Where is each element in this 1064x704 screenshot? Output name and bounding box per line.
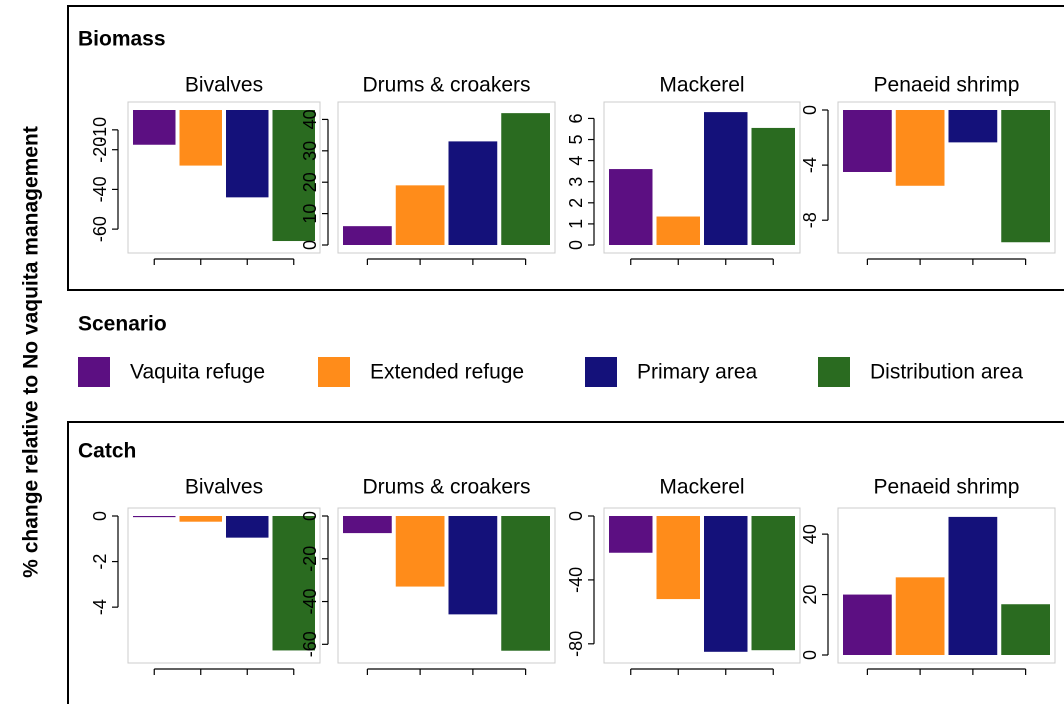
y-tick-label: 0 xyxy=(566,240,586,250)
bar xyxy=(895,577,945,655)
panel-title: Mackerel xyxy=(659,476,744,499)
y-tick-label: 5 xyxy=(566,135,586,145)
legend-label: Extended refuge xyxy=(370,361,524,384)
panel-title: Mackerel xyxy=(659,74,744,97)
bar xyxy=(448,516,498,615)
bar xyxy=(179,516,222,522)
y-tick-label: 0 xyxy=(90,511,110,521)
plot-frame xyxy=(837,507,1056,664)
bar xyxy=(895,110,945,186)
y-tick-label: -20 xyxy=(300,546,320,572)
plot-frame xyxy=(837,101,1056,254)
y-tick-label: -40 xyxy=(566,567,586,593)
y-tick-label: 0 xyxy=(800,105,820,115)
bar xyxy=(704,516,748,652)
bar xyxy=(751,516,795,651)
panel-title: Bivalves xyxy=(185,74,263,97)
y-tick-label: -8 xyxy=(800,212,820,228)
y-tick-label: 10 xyxy=(300,204,320,224)
panel-title: Drums & croakers xyxy=(362,476,530,499)
plot-frame xyxy=(337,507,556,664)
y-tick-label: 40 xyxy=(300,109,320,129)
y-tick-label: -20 xyxy=(90,137,110,163)
y-tick-label: -2 xyxy=(90,554,110,570)
bar xyxy=(751,127,795,245)
bar xyxy=(656,216,700,245)
y-tick-label: 30 xyxy=(300,141,320,161)
bar xyxy=(343,516,392,534)
bar xyxy=(133,110,176,145)
bar xyxy=(272,516,315,651)
bar xyxy=(343,226,392,245)
panel-title: Penaeid shrimp xyxy=(874,74,1020,97)
plot-frame xyxy=(127,507,321,664)
bar xyxy=(609,516,653,553)
bar xyxy=(395,185,445,245)
legend-swatch xyxy=(318,357,350,387)
bar xyxy=(843,594,892,655)
y-tick-label: -40 xyxy=(90,176,110,202)
y-tick-label: 3 xyxy=(566,177,586,187)
section-title: Catch xyxy=(78,440,136,463)
bar xyxy=(448,141,498,245)
bar xyxy=(395,516,445,587)
y-tick-label: -4 xyxy=(90,599,110,615)
y-tick-label: 0 xyxy=(800,650,820,660)
y-axis-label: % change relative to No vaquita manageme… xyxy=(20,126,43,578)
bar xyxy=(226,110,269,198)
catch-box xyxy=(67,421,1064,704)
y-tick-label: 20 xyxy=(800,585,820,605)
y-tick-label: 2 xyxy=(566,198,586,208)
legend-title: Scenario xyxy=(78,313,167,336)
y-tick-label: -60 xyxy=(90,216,110,242)
plot-frame xyxy=(337,101,556,254)
y-tick-label: 1 xyxy=(566,219,586,229)
y-tick-label: 0 xyxy=(300,511,320,521)
plot-frame xyxy=(603,507,801,664)
bar xyxy=(1001,604,1050,655)
bar xyxy=(133,516,176,518)
y-tick-label: 40 xyxy=(800,524,820,544)
panel-title: Drums & croakers xyxy=(362,74,530,97)
y-tick-label: -40 xyxy=(300,589,320,615)
plot-frame xyxy=(127,101,321,254)
legend-swatch xyxy=(818,357,850,387)
bar xyxy=(272,110,315,242)
y-tick-label: 20 xyxy=(300,172,320,192)
bar xyxy=(226,516,269,538)
biomass-box xyxy=(67,5,1064,291)
legend-label: Primary area xyxy=(637,361,758,384)
bar xyxy=(179,110,222,166)
legend-label: Vaquita refuge xyxy=(130,361,265,384)
y-tick-label: -10 xyxy=(90,117,110,143)
bar xyxy=(656,516,700,600)
legend-label: Distribution area xyxy=(870,361,1023,384)
bar xyxy=(501,113,550,246)
bar xyxy=(843,110,892,172)
y-tick-label: -80 xyxy=(566,631,586,657)
bar xyxy=(609,169,653,245)
panel-title: Bivalves xyxy=(185,476,263,499)
bar xyxy=(1001,110,1050,243)
y-tick-label: 6 xyxy=(566,113,586,123)
bar xyxy=(501,516,550,651)
y-tick-label: 0 xyxy=(566,511,586,521)
section-title: Biomass xyxy=(78,28,166,51)
bar xyxy=(948,516,998,655)
legend-swatch xyxy=(78,357,110,387)
bar xyxy=(948,110,998,143)
y-tick-label: -60 xyxy=(300,631,320,657)
panel-title: Penaeid shrimp xyxy=(874,476,1020,499)
bar xyxy=(704,112,748,245)
legend-swatch xyxy=(585,357,617,387)
plot-frame xyxy=(603,101,801,254)
y-tick-label: 4 xyxy=(566,156,586,166)
y-tick-label: 0 xyxy=(300,240,320,250)
y-tick-label: -4 xyxy=(800,157,820,173)
